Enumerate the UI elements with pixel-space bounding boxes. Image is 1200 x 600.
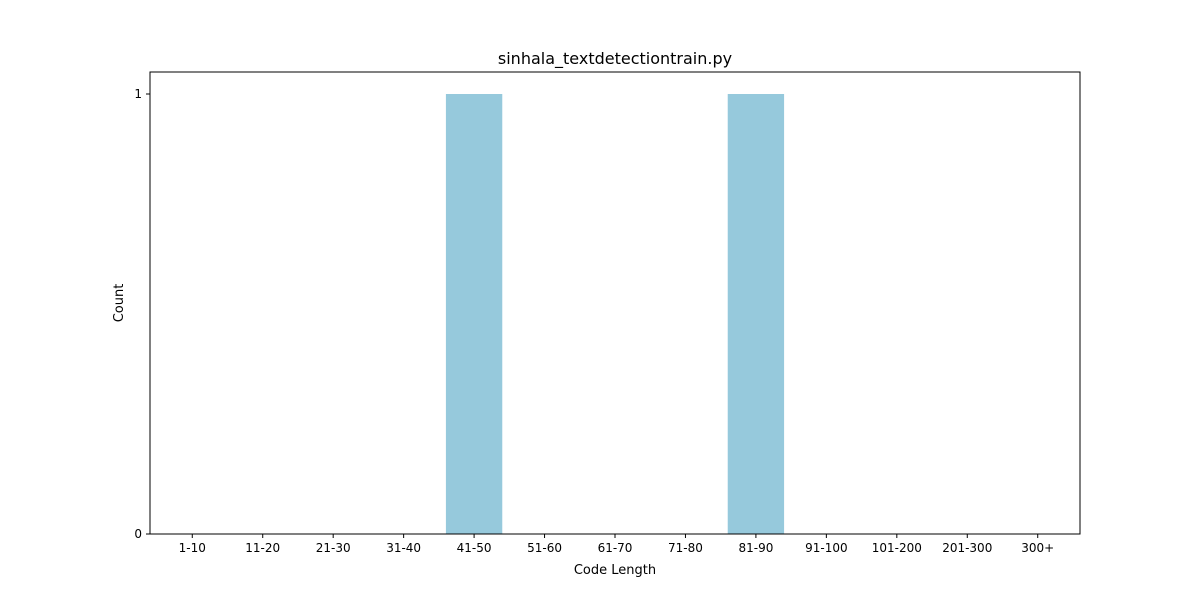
x-tick-label: 71-80 (668, 541, 703, 555)
y-axis-label: Count (112, 284, 127, 323)
x-tick-label: 201-300 (942, 541, 992, 555)
x-tick-label: 1-10 (179, 541, 206, 555)
x-tick-label: 91-100 (805, 541, 848, 555)
x-tick-label: 21-30 (316, 541, 351, 555)
x-axis-label: Code Length (574, 563, 656, 578)
bars-layer (445, 94, 785, 534)
bar-81-90 (727, 94, 785, 534)
bar-41-50 (445, 94, 503, 534)
x-tick-label: 51-60 (527, 541, 562, 555)
y-tick-label: 1 (134, 87, 142, 101)
x-tick-label: 61-70 (598, 541, 633, 555)
x-tick-label: 81-90 (738, 541, 773, 555)
x-tick-label: 11-20 (245, 541, 280, 555)
x-tick-label: 41-50 (457, 541, 492, 555)
x-tick-label: 300+ (1021, 541, 1054, 555)
x-tick-label: 101-200 (872, 541, 922, 555)
x-tick-label: 31-40 (386, 541, 421, 555)
y-axis-ticks: 01 (134, 87, 150, 541)
x-axis-ticks: 1-10 11-20 21-30 31-40 41-50 51-60 61-70 71-80 8… (179, 534, 1054, 555)
chart-title: sinhala_textdetectiontrain.py (498, 49, 732, 69)
y-tick-label: 0 (134, 527, 142, 541)
